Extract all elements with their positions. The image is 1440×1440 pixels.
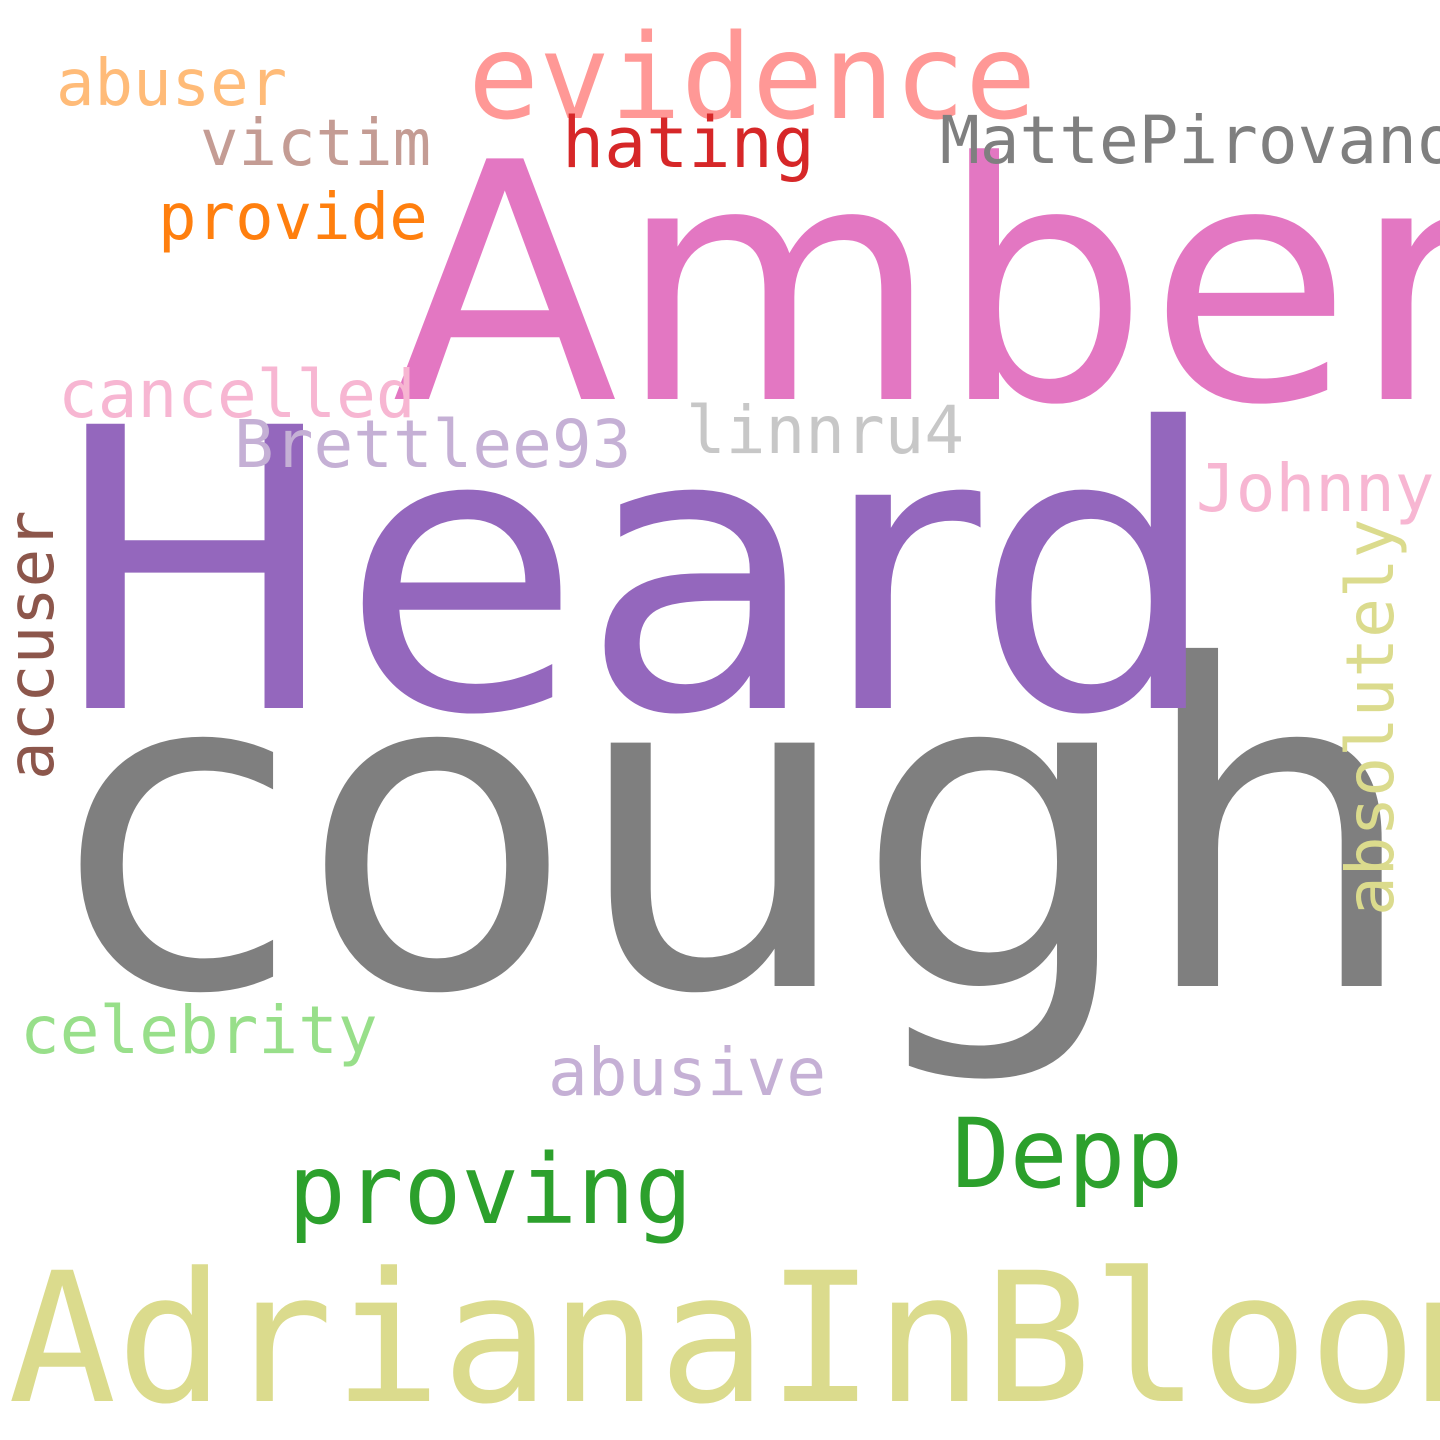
- word-provide: provide: [158, 181, 428, 255]
- word-hating: hating: [562, 102, 815, 184]
- word-abuser: abuser: [56, 47, 288, 121]
- word-accuser: accuser: [0, 510, 69, 780]
- word-heard: Heard: [48, 346, 1222, 800]
- word-linnru4: linnru4: [686, 392, 965, 469]
- word-depp: Depp: [952, 1098, 1184, 1210]
- word-brettlee93: Brettlee93: [234, 406, 632, 483]
- word-evidence: evidence: [468, 8, 1037, 146]
- word-johnny: Johnny: [1196, 450, 1435, 527]
- word-cancelled: cancelled: [58, 356, 416, 433]
- word-amber: Amber: [392, 93, 1440, 477]
- word-victim: victim: [200, 107, 432, 181]
- word-absolutely: absolutely: [1332, 518, 1409, 916]
- word-proving: proving: [288, 1134, 693, 1246]
- word-cough: cough: [56, 573, 1420, 1091]
- word-adrianainbloom: AdrianaInBloom: [8, 1235, 1440, 1440]
- word-celebrity: celebrity: [20, 992, 378, 1069]
- word-abusive: abusive: [548, 1034, 827, 1111]
- word-mattepirovano: MattePirovano: [940, 102, 1440, 179]
